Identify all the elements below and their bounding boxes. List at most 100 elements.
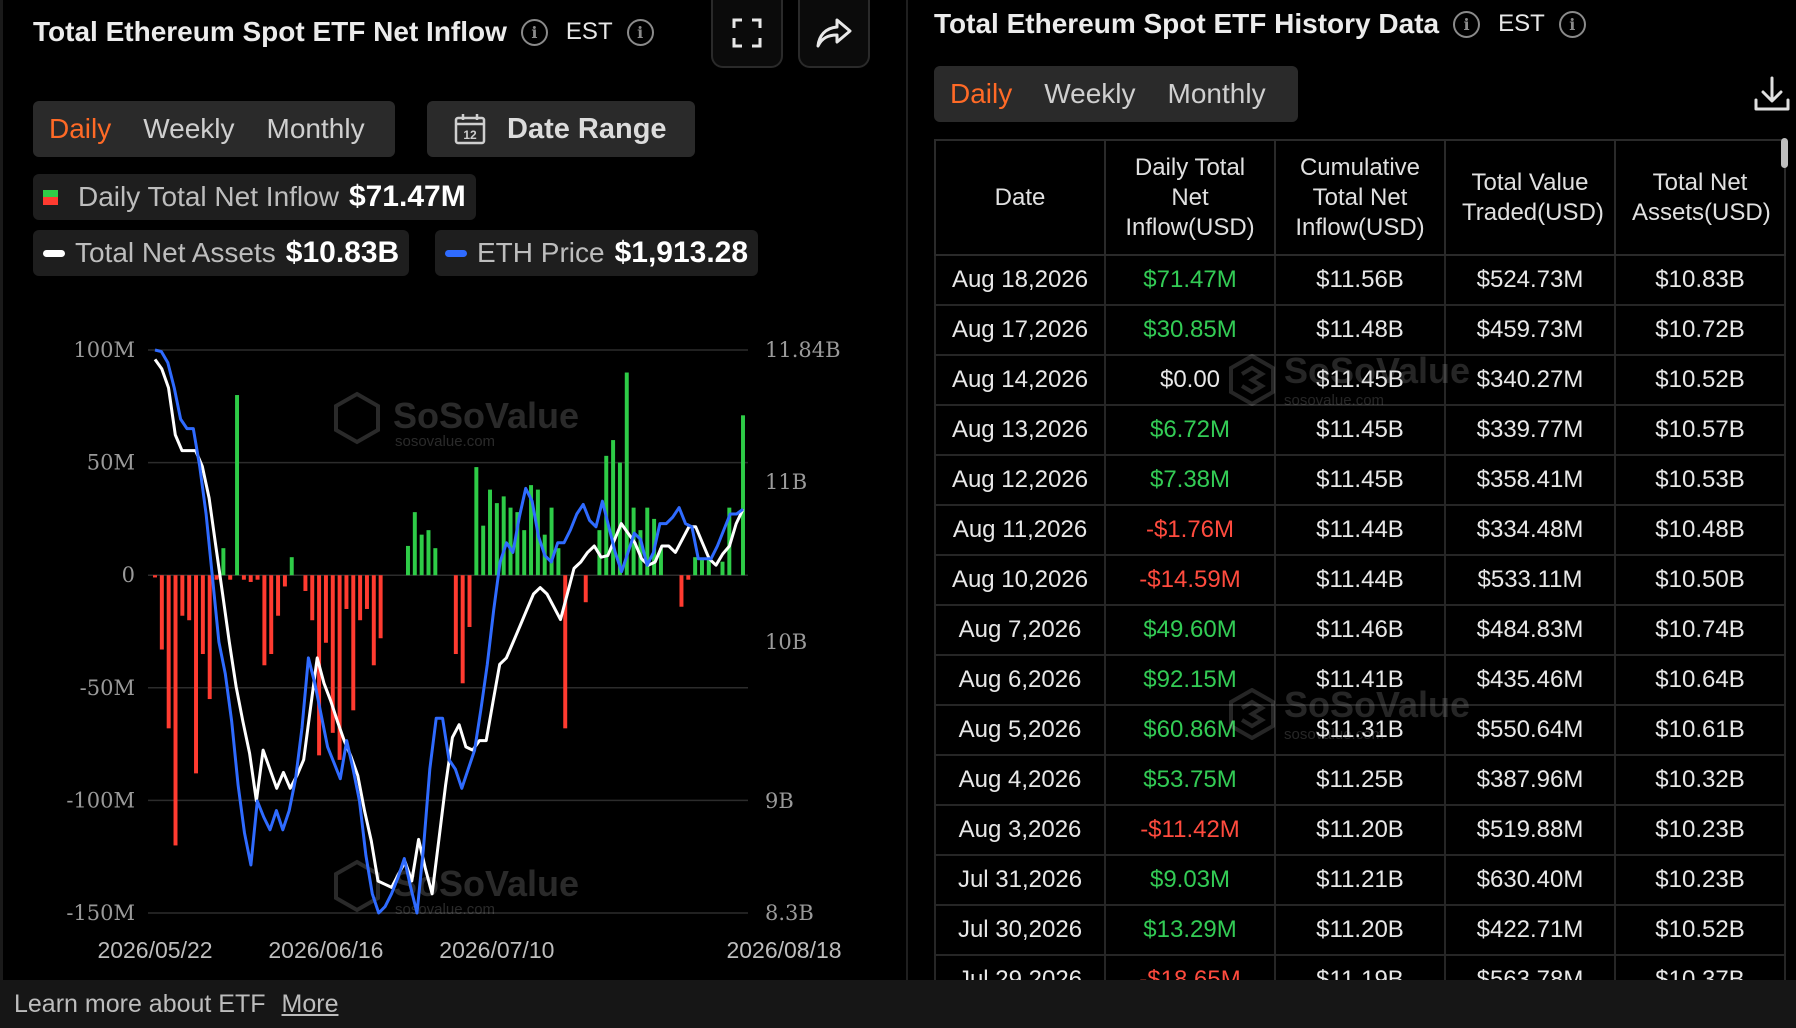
- eth-price-stat: ETH Price $1,913.28: [435, 230, 759, 276]
- info-icon[interactable]: i: [520, 18, 548, 46]
- inflow-bar: [166, 575, 171, 729]
- net-assets-value: $10.83B: [285, 236, 400, 269]
- tab-daily[interactable]: Daily: [49, 113, 112, 144]
- row-date: Aug 14,2026: [934, 355, 1106, 406]
- inflow-bar: [221, 548, 226, 576]
- inflow-bar: [173, 575, 178, 846]
- table-row: Aug 14,2026 $0.00 $11.45B $340.27M $10.52B: [934, 355, 1786, 406]
- row-value-traded: $358.41M: [1444, 455, 1616, 506]
- table-row: Jul 30,2026 $13.29M $11.20B $422.71M $10.52B: [934, 905, 1786, 956]
- timezone-info-icon[interactable]: i: [626, 18, 654, 46]
- chart-grid: [148, 349, 748, 914]
- inflow-bar: [207, 575, 212, 700]
- row-value-traded: $533.11M: [1444, 555, 1616, 606]
- row-date: Jul 29,2026: [934, 955, 1106, 980]
- eth-price-label: ETH Price: [477, 237, 605, 268]
- tab-monthly[interactable]: Monthly: [266, 113, 365, 144]
- inflow-bar: [624, 372, 629, 576]
- chart-watermarks: SoSoValuesosovalue.comSoSoValuesosovalue…: [334, 391, 579, 918]
- row-date: Aug 7,2026: [934, 605, 1106, 656]
- chart-bars: [153, 372, 745, 846]
- inflow-bar: [433, 548, 438, 576]
- table-row: Aug 7,2026 $49.60M $11.46B $484.83M $10.74B: [934, 605, 1786, 656]
- net-assets-stat: Total Net Assets $10.83B: [33, 230, 410, 276]
- inflow-bar: [556, 548, 561, 576]
- history-table-viewport[interactable]: Date Daily Total Net Inflow(USD) Cumulat…: [910, 0, 1796, 980]
- row-value-traded: $519.88M: [1444, 805, 1616, 856]
- row-date: Aug 4,2026: [934, 755, 1106, 806]
- inflow-bar: [741, 415, 745, 576]
- row-net-assets: $10.32B: [1614, 755, 1786, 806]
- more-link[interactable]: More: [281, 989, 339, 1018]
- inflow-bar: [358, 575, 363, 621]
- history-info-icon[interactable]: i: [1453, 10, 1481, 38]
- row-date: Jul 31,2026: [934, 855, 1106, 906]
- row-daily-inflow: -$11.42M: [1104, 805, 1276, 856]
- fullscreen-button[interactable]: [711, 0, 783, 68]
- y-axis-left-tick: -100M: [66, 788, 135, 812]
- table-scrollbar[interactable]: [1781, 138, 1788, 168]
- inflow-bar: [460, 575, 465, 684]
- inflow-bar: [241, 575, 246, 580]
- inflow-bar: [494, 503, 499, 576]
- row-net-assets: $10.50B: [1614, 555, 1786, 606]
- row-daily-inflow: $9.03M: [1104, 855, 1276, 906]
- row-date: Aug 3,2026: [934, 805, 1106, 856]
- table-header-row: Date Daily Total Net Inflow(USD) Cumulat…: [934, 139, 1786, 256]
- inflow-bar: [269, 575, 274, 655]
- row-daily-inflow: $71.47M: [1104, 255, 1276, 306]
- inflow-bar: [405, 545, 410, 576]
- inflow-period-tabs: Daily Weekly Monthly: [33, 101, 395, 157]
- history-period-tabs: Daily Weekly Monthly: [934, 66, 1298, 122]
- inflow-chart: SoSoValuesosovalue.comSoSoValuesosovalue…: [66, 338, 841, 963]
- header-cumulative-inflow: Cumulative Total Net Inflow(USD): [1274, 139, 1446, 256]
- row-daily-inflow: $53.75M: [1104, 755, 1276, 806]
- share-button[interactable]: [798, 0, 870, 68]
- row-value-traded: $340.27M: [1444, 355, 1616, 406]
- table-row: Jul 29,2026 -$18.65M $11.19B $563.78M $10.37…: [934, 955, 1786, 980]
- row-date: Aug 12,2026: [934, 455, 1106, 506]
- inflow-bar: [282, 575, 287, 587]
- row-daily-inflow: -$1.76M: [1104, 505, 1276, 556]
- date-range-button[interactable]: 12 Date Range: [427, 101, 695, 157]
- watermark-sub: sosovalue.com: [395, 433, 495, 450]
- tab-weekly[interactable]: Weekly: [143, 113, 235, 144]
- header-value-traded: Total Value Traded(USD): [1444, 139, 1616, 256]
- share-icon: [816, 18, 852, 48]
- history-tab-weekly[interactable]: Weekly: [1044, 78, 1136, 109]
- row-daily-inflow: -$14.59M: [1104, 555, 1276, 606]
- row-daily-inflow: $92.15M: [1104, 655, 1276, 706]
- inflow-bar: [310, 575, 315, 621]
- row-value-traded: $339.77M: [1444, 405, 1616, 456]
- table-row: Aug 3,2026 -$11.42M $11.20B $519.88M $10.23B: [934, 805, 1786, 856]
- watermark-text: SoSoValue: [393, 395, 579, 436]
- download-icon[interactable]: [1752, 74, 1792, 114]
- history-table: Date Daily Total Net Inflow(USD) Cumulat…: [934, 139, 1786, 980]
- row-date: Aug 17,2026: [934, 305, 1106, 356]
- inflow-bar: [344, 575, 349, 609]
- table-watermark-2: SoSoValue sosovalue.com: [1228, 684, 1470, 743]
- fullscreen-icon: [732, 18, 762, 48]
- history-tab-monthly[interactable]: Monthly: [1167, 78, 1266, 109]
- daily-inflow-stat: Daily Total Net Inflow $71.47M: [33, 174, 476, 220]
- inflow-bar: [159, 575, 164, 650]
- inflow-bar: [658, 548, 663, 576]
- x-axis-tick: 2026/05/22: [97, 937, 212, 963]
- inflow-bar: [214, 575, 219, 580]
- row-cumulative-inflow: $11.44B: [1274, 555, 1446, 606]
- row-daily-inflow: $49.60M: [1104, 605, 1276, 656]
- daily-inflow-label: Daily Total Net Inflow: [78, 181, 339, 212]
- history-tab-daily[interactable]: Daily: [950, 78, 1013, 109]
- inflow-bar: [467, 575, 472, 627]
- price-legend-swatch: [445, 249, 467, 257]
- history-timezone-info-icon[interactable]: i: [1558, 10, 1586, 38]
- footer-text: Learn more about ETF: [14, 989, 266, 1018]
- row-date: Aug 6,2026: [934, 655, 1106, 706]
- row-value-traded: $563.78M: [1444, 955, 1616, 980]
- table-row: Aug 6,2026 $92.15M $11.41B $435.46M $10.64B: [934, 655, 1786, 706]
- history-title-row: Total Ethereum Spot ETF History Data i E…: [934, 8, 1586, 40]
- inflow-bar: [200, 575, 205, 655]
- inflow-bar: [549, 507, 554, 576]
- row-value-traded: $387.96M: [1444, 755, 1616, 806]
- x-axis-tick: 2026/06/16: [268, 937, 383, 963]
